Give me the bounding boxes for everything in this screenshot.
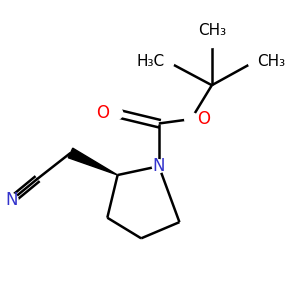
Circle shape [248, 55, 261, 68]
Circle shape [5, 194, 18, 206]
Text: N: N [5, 191, 18, 209]
Polygon shape [68, 148, 118, 175]
Text: O: O [197, 110, 210, 128]
Text: N: N [153, 157, 165, 175]
Circle shape [152, 160, 165, 173]
Circle shape [110, 107, 123, 120]
Text: H₃C: H₃C [136, 54, 165, 69]
Circle shape [161, 55, 174, 68]
Text: O: O [96, 104, 109, 122]
Circle shape [206, 34, 218, 47]
Circle shape [185, 112, 198, 126]
Text: CH₃: CH₃ [257, 54, 286, 69]
Text: CH₃: CH₃ [198, 23, 226, 38]
